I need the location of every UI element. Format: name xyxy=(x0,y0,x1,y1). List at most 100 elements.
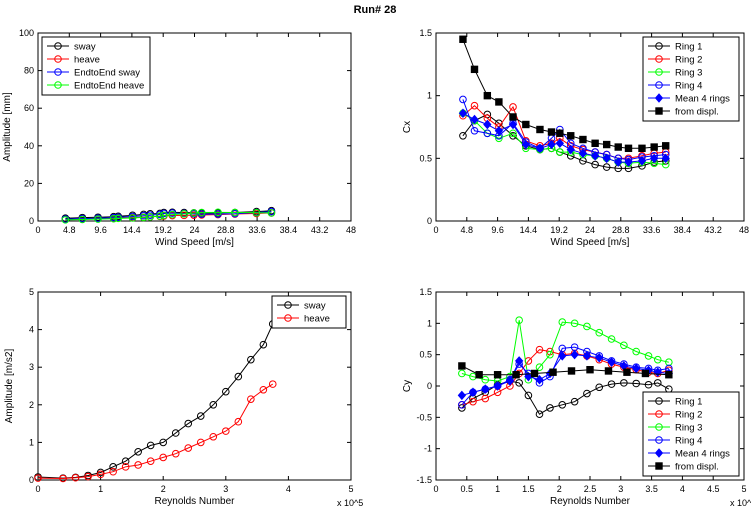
series-sway xyxy=(34,320,277,482)
x-multiplier-label: x 10^5 xyxy=(730,498,751,508)
data-point xyxy=(483,91,492,100)
legend-entry-endtoend-sway: EndtoEnd sway xyxy=(47,68,140,79)
data-point xyxy=(624,157,633,167)
x-tick-label: 3 xyxy=(618,484,623,494)
x-tick-label: 4 xyxy=(286,484,291,494)
data-point xyxy=(134,461,142,469)
data-point xyxy=(602,140,611,149)
data-point xyxy=(481,394,490,403)
data-point xyxy=(556,129,564,137)
data-point xyxy=(184,444,193,452)
legend-entry-from-displ: from displ. xyxy=(648,462,719,473)
data-point xyxy=(168,210,177,219)
x-tick-label: 4.8 xyxy=(461,225,474,235)
legend-marker xyxy=(655,462,663,470)
data-point xyxy=(184,419,193,428)
data-point xyxy=(483,119,492,130)
data-point xyxy=(535,363,544,372)
legend-entry-from-displ: from displ. xyxy=(648,107,719,118)
data-point xyxy=(509,129,517,138)
x-tick-label: 33.6 xyxy=(248,225,266,235)
data-point xyxy=(196,412,205,420)
x-axis-label: Reynolds Number xyxy=(550,496,631,507)
x-tick-label: 2 xyxy=(161,484,166,494)
data-point xyxy=(457,390,467,401)
data-point xyxy=(632,347,641,356)
y-tick-label: 0.5 xyxy=(419,153,432,163)
x-tick-label: 5 xyxy=(348,484,353,494)
legend-marker xyxy=(655,55,663,63)
data-point xyxy=(109,214,118,223)
legend-label: Ring 3 xyxy=(675,423,702,434)
legend-entry-ring-2: Ring 2 xyxy=(648,55,702,66)
legend-marker xyxy=(284,301,292,309)
x-tick-label: 38.4 xyxy=(280,225,298,235)
data-point xyxy=(505,376,515,386)
data-point xyxy=(247,355,255,364)
data-point xyxy=(620,341,628,350)
data-point xyxy=(267,209,276,217)
data-point xyxy=(121,463,130,471)
legend-label: Ring 2 xyxy=(675,410,702,421)
data-point xyxy=(614,143,622,151)
y-tick-label: 80 xyxy=(24,66,34,76)
data-point xyxy=(134,448,142,456)
y-tick-label: 40 xyxy=(24,141,34,151)
data-point xyxy=(549,368,557,376)
y-tick-label: -1.5 xyxy=(416,475,432,485)
legend: Ring 1 Ring 2 Ring 3 Ring 4 Mean 4 rings from… xyxy=(642,36,740,122)
data-point xyxy=(159,438,167,447)
legend-label: sway xyxy=(304,301,326,312)
legend-box xyxy=(642,36,740,122)
y-tick-label: 1.5 xyxy=(419,287,432,297)
legend-entry-ring-3: Ring 3 xyxy=(648,68,702,79)
data-point xyxy=(583,322,591,331)
x-axis-label: Reynolds Number xyxy=(154,496,235,507)
y-tick-label: 20 xyxy=(24,178,34,188)
data-point xyxy=(458,369,466,378)
data-point xyxy=(591,160,599,169)
series-from-displ xyxy=(459,35,670,153)
y-tick-label: 0 xyxy=(29,216,34,226)
legend: sway heave EndtoEnd sway EndtoEnd heave xyxy=(41,36,151,96)
data-point xyxy=(109,467,117,476)
data-point xyxy=(214,208,222,217)
y-tick-label: -0.5 xyxy=(416,412,432,422)
data-point xyxy=(620,379,628,387)
data-point xyxy=(234,372,243,381)
data-point xyxy=(252,208,261,217)
x-tick-label: 19.2 xyxy=(550,225,568,235)
y-tick-label: 1.5 xyxy=(419,28,432,38)
series-line xyxy=(37,383,274,480)
legend-marker xyxy=(655,107,663,115)
data-point xyxy=(509,131,517,140)
data-point xyxy=(78,215,87,224)
data-point xyxy=(493,371,502,379)
data-point xyxy=(209,401,218,409)
series-line xyxy=(37,323,274,479)
data-point xyxy=(623,368,631,376)
data-point xyxy=(114,214,123,223)
legend-entry-sway: sway xyxy=(47,42,96,53)
x-tick-label: 0 xyxy=(35,484,40,494)
data-point xyxy=(602,163,611,171)
legend-label: EndtoEnd sway xyxy=(74,68,140,79)
data-point xyxy=(624,144,633,153)
data-point xyxy=(121,457,130,466)
data-point xyxy=(586,366,594,374)
y-axis-label: Amplitude [mm] xyxy=(2,92,13,162)
legend-entry-heave: heave xyxy=(277,314,330,325)
legend-marker xyxy=(655,42,663,50)
x-tick-label: 0.5 xyxy=(461,484,474,494)
y-tick-label: 0.5 xyxy=(419,350,432,360)
data-point xyxy=(590,151,600,161)
data-point xyxy=(653,379,662,387)
legend-label: sway xyxy=(74,42,96,53)
data-point xyxy=(61,216,70,224)
data-point xyxy=(247,395,255,403)
data-point xyxy=(209,432,218,441)
x-tick-label: 43.2 xyxy=(311,225,329,235)
data-point xyxy=(71,473,80,482)
legend-marker xyxy=(54,42,62,50)
data-point xyxy=(259,340,268,349)
